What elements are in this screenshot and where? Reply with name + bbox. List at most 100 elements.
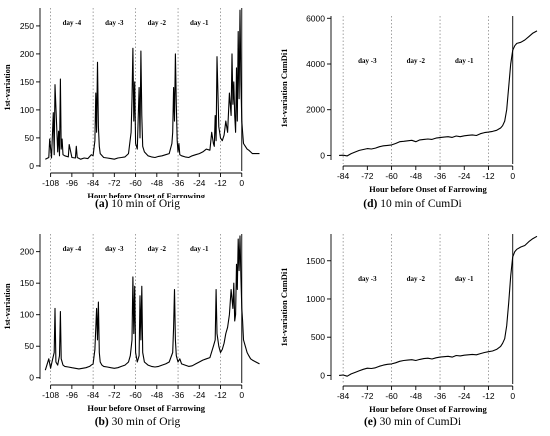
y-axis-title: 1st-variation CumDi1 [279, 267, 289, 346]
y-tick-label: 50 [25, 341, 35, 351]
x-tick-label: -36 [434, 171, 447, 181]
x-tick-label: -84 [337, 391, 350, 401]
panel-b: 0 50 100 150 200 -108 -96 -84 -72 -60 -48 -36 -24 -12… [0, 218, 275, 436]
chart-e: 0 500 1000 1500 -84 -72 -60 -48 -36 -24 -12 0 day -3… [279, 234, 538, 414]
panel-d: 0 2000 4000 6000 -84 -72 -60 -48 -36 -24 -12 0 day -… [275, 0, 550, 218]
x-axis-title: Hour before Onset of Farrowing [87, 191, 205, 198]
x-tick-label: 0 [510, 171, 515, 181]
x-tick-label: -60 [385, 391, 398, 401]
x-tick-label: -60 [129, 390, 142, 400]
y-tick-label: 1000 [306, 294, 325, 304]
x-tick-label: 0 [239, 178, 244, 188]
y-tick-label: 1500 [306, 256, 325, 266]
x-tick-label: -48 [151, 178, 164, 188]
y-axis-title: 1st-variation CumDi1 [279, 48, 289, 127]
y-tick-label: 0 [29, 373, 34, 383]
x-tick-label: -12 [482, 171, 495, 181]
panel-a: 0 50 100 150 200 250 -108 -96 -84 -72 -60 -48 -36 -24… [0, 0, 275, 218]
day-label: day -2 [407, 275, 426, 283]
chart-d: 0 2000 4000 6000 -84 -72 -60 -48 -36 -24 -12 0 day -… [279, 13, 538, 194]
x-tick-label: -96 [66, 178, 79, 188]
series-line [44, 235, 260, 371]
day-label: day -1 [190, 19, 209, 27]
caption-a: (a) 10 min of Orig [0, 198, 275, 210]
y-tick-label: 0 [29, 161, 34, 171]
caption-letter: (b) [94, 416, 109, 428]
x-tick-label: -36 [434, 391, 447, 401]
x-tick-label: -72 [108, 390, 121, 400]
day-label: day -2 [148, 19, 167, 27]
caption-text: 10 min of CumDi [380, 198, 462, 210]
x-tick-label: -48 [410, 391, 423, 401]
x-tick-label: -60 [129, 178, 142, 188]
x-tick-label: -72 [361, 391, 374, 401]
x-tick-label: -84 [87, 390, 100, 400]
caption-text: 30 min of CumDi [379, 416, 462, 428]
x-tick-label: -12 [482, 391, 495, 401]
x-tick-label: -36 [172, 390, 185, 400]
day-label: day -1 [455, 275, 474, 283]
day-label: day -3 [105, 245, 124, 253]
y-tick-label: 100 [20, 310, 34, 320]
y-tick-label: 500 [311, 332, 325, 342]
series-line [339, 235, 538, 377]
day-label: day -4 [63, 245, 82, 253]
x-tick-label: -24 [458, 391, 471, 401]
y-tick-label: 2000 [306, 105, 325, 115]
x-tick-label: -24 [458, 171, 471, 181]
caption-d: (d) 10 min of CumDi [275, 198, 550, 210]
day-label: day -2 [407, 57, 426, 65]
y-tick-label: 100 [20, 105, 34, 115]
x-tick-label: 0 [510, 391, 515, 401]
caption-text: 30 min of Orig [111, 416, 181, 428]
x-axis-title: Hour before Onset of Farrowing [369, 184, 487, 194]
day-label: day -1 [455, 57, 474, 65]
x-tick-label: -48 [151, 390, 164, 400]
y-tick-label: 200 [20, 49, 34, 59]
y-tick-label: 6000 [306, 13, 325, 23]
x-tick-label: -60 [385, 171, 398, 181]
x-tick-label: -24 [193, 390, 206, 400]
chart-a: 0 50 100 150 200 250 -108 -96 -84 -72 -60 -48 -36 -24… [2, 8, 260, 198]
x-tick-label: -12 [214, 390, 227, 400]
x-tick-label: -108 [42, 390, 59, 400]
caption-letter: (a) [95, 198, 109, 210]
y-tick-label: 0 [320, 150, 325, 160]
x-tick-label: -96 [66, 390, 79, 400]
caption-b: (b) 30 min of Orig [0, 416, 275, 428]
x-tick-label: -24 [193, 178, 206, 188]
x-tick-label: -48 [410, 171, 423, 181]
day-label: day -3 [358, 57, 377, 65]
panel-e: 0 500 1000 1500 -84 -72 -60 -48 -36 -24 -12 0 day -3… [275, 218, 550, 436]
caption-letter: (e) [363, 416, 377, 428]
y-tick-label: 0 [320, 370, 325, 380]
x-tick-label: -36 [172, 178, 185, 188]
y-tick-label: 150 [20, 77, 34, 87]
caption-text: 10 min of Orig [111, 198, 180, 210]
y-tick-label: 50 [25, 133, 35, 143]
y-tick-label: 200 [20, 247, 34, 257]
y-axis-title: 1st-variation [2, 283, 12, 330]
day-label: day -3 [358, 275, 377, 283]
y-tick-label: 150 [20, 278, 34, 288]
caption-letter: (d) [363, 198, 378, 210]
x-tick-label: -12 [214, 178, 227, 188]
day-label: day -4 [63, 19, 82, 27]
x-tick-label: -84 [87, 178, 100, 188]
y-tick-label: 250 [20, 21, 34, 31]
x-tick-label: -108 [42, 178, 59, 188]
series-line [339, 30, 538, 157]
day-label: day -3 [105, 19, 124, 27]
x-tick-label: 0 [239, 390, 244, 400]
caption-e: (e) 30 min of CumDi [275, 416, 550, 428]
x-axis-title: Hour before Onset of Farrowing [87, 403, 205, 413]
x-axis-title: Hour before Onset of Farrowing [369, 404, 487, 414]
y-axis-title: 1st-variation [2, 64, 12, 111]
x-tick-label: -72 [108, 178, 121, 188]
x-tick-label: -84 [337, 171, 350, 181]
x-tick-label: -72 [361, 171, 374, 181]
day-label: day -2 [148, 245, 167, 253]
y-tick-label: 4000 [306, 59, 325, 69]
series-line [45, 9, 260, 160]
